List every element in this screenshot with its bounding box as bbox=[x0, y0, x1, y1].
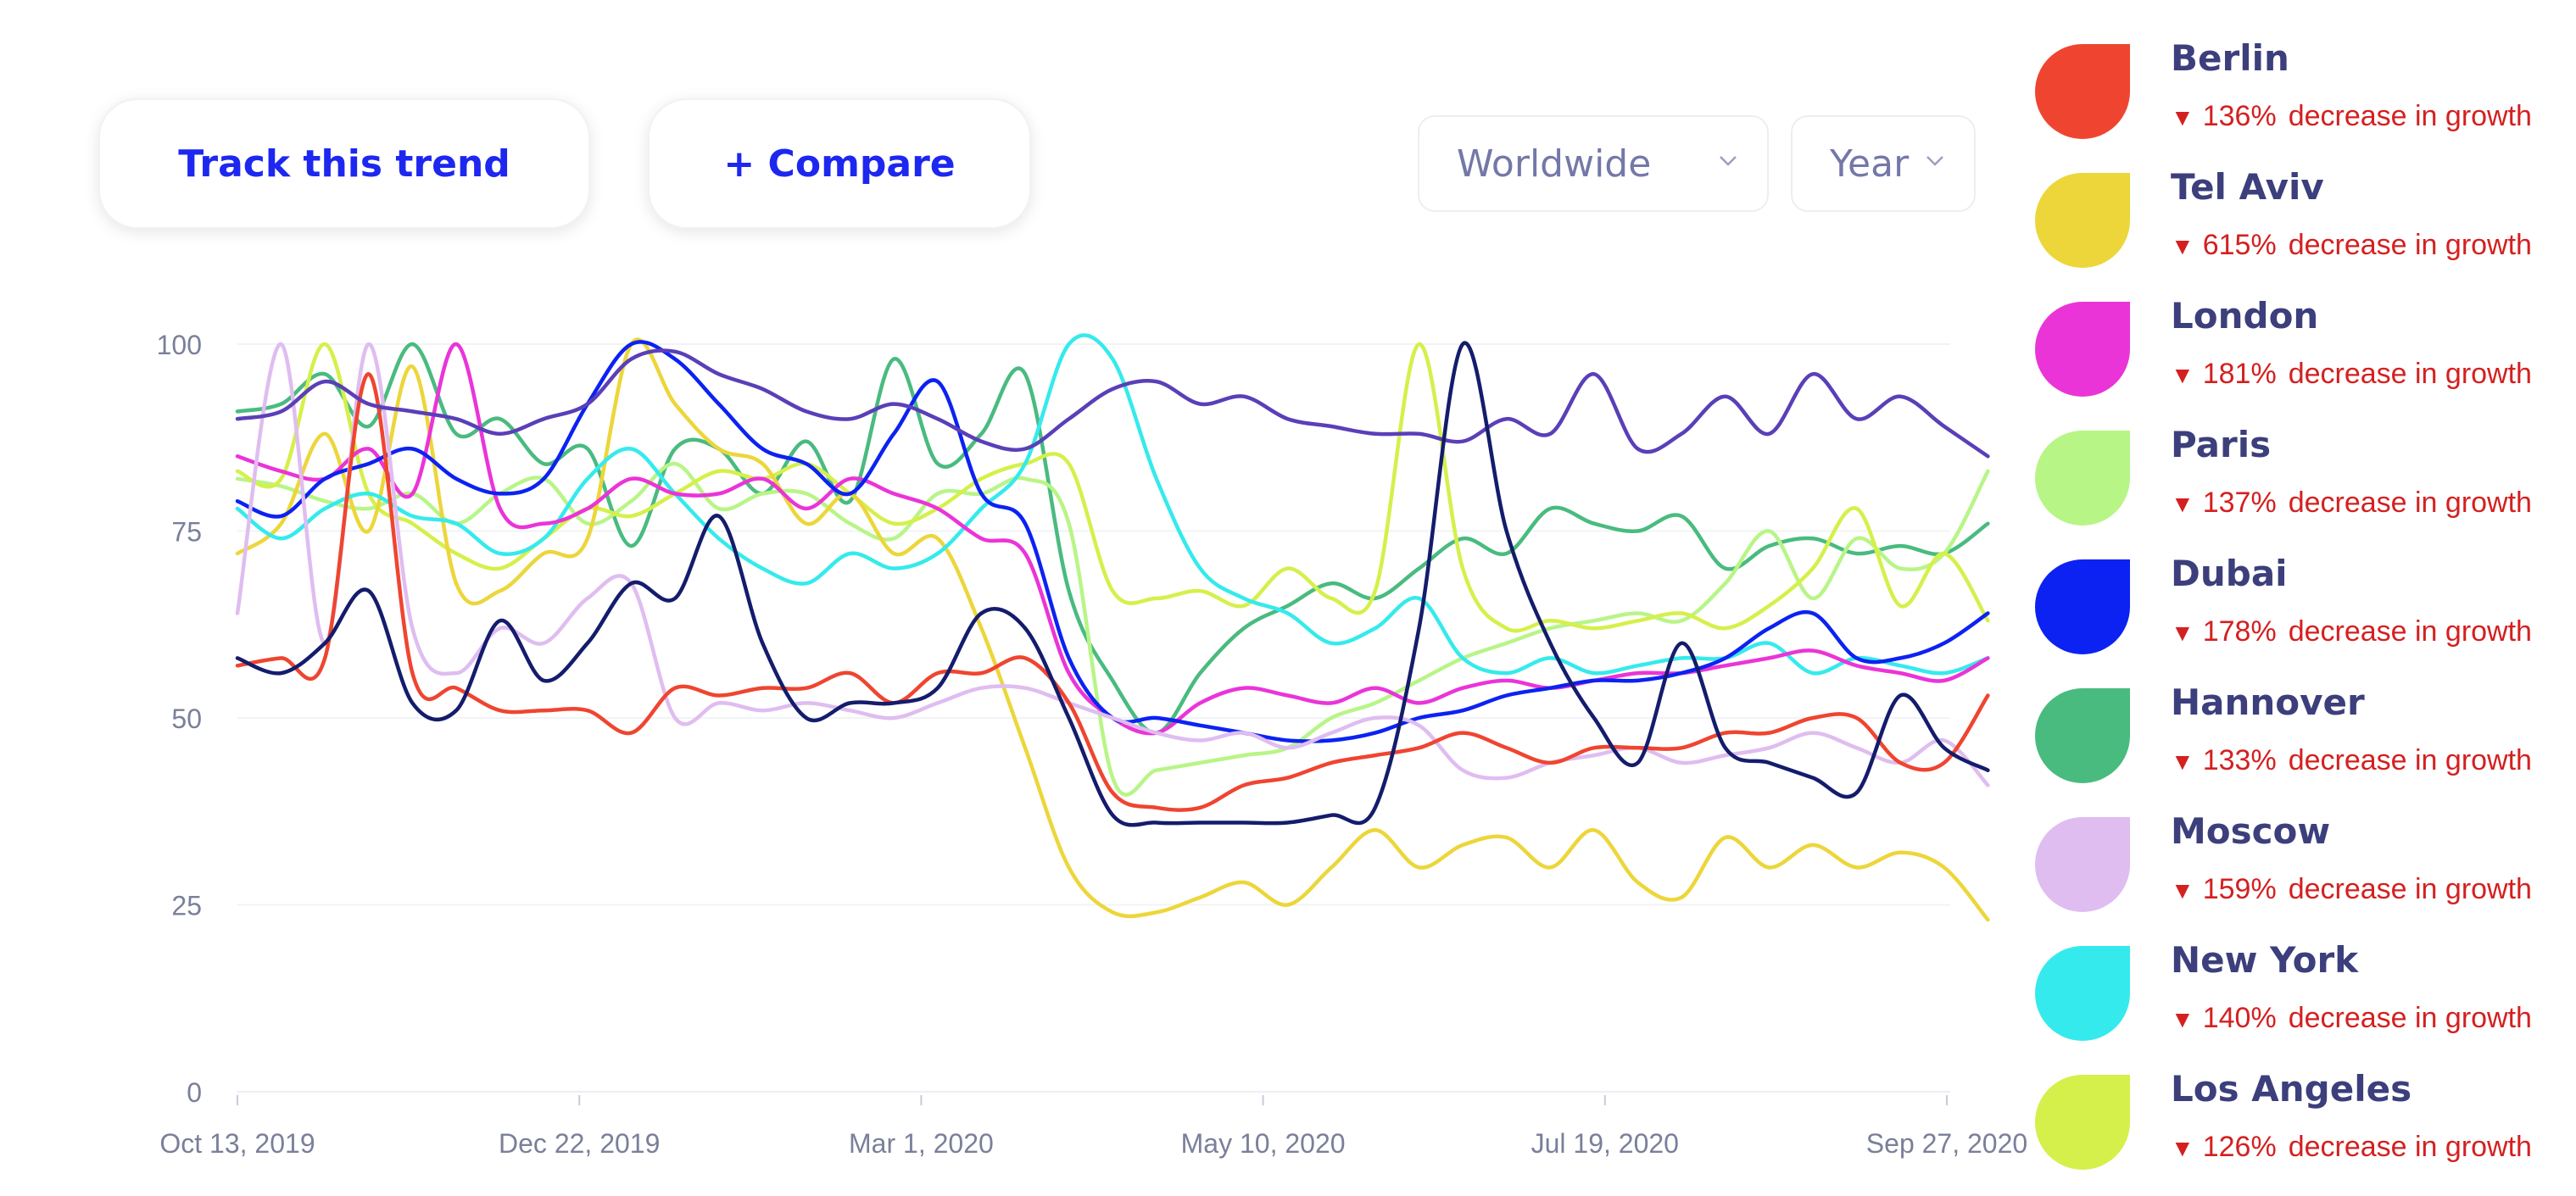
legend-percent: 137% bbox=[2202, 487, 2277, 519]
region-select[interactable]: Worldwide bbox=[1418, 115, 1769, 212]
y-tick-label: 50 bbox=[171, 704, 202, 734]
down-arrow-icon: ▼ bbox=[2171, 362, 2194, 388]
compare-button[interactable]: + Compare bbox=[648, 98, 1031, 229]
legend-swatch bbox=[2035, 1075, 2130, 1170]
down-arrow-icon: ▼ bbox=[2171, 233, 2194, 259]
legend-growth-text: decrease in growth bbox=[2288, 873, 2532, 905]
legend-swatch bbox=[2035, 302, 2130, 397]
x-tick-label: Dec 22, 2019 bbox=[499, 1128, 660, 1159]
legend-swatch bbox=[2035, 431, 2130, 526]
legend-city-name: Dubai bbox=[2171, 553, 2288, 594]
series-line-purple bbox=[235, 348, 1990, 459]
legend-percent: 159% bbox=[2202, 873, 2277, 905]
legend-city-name: London bbox=[2171, 295, 2319, 337]
track-trend-button[interactable]: Track this trend bbox=[98, 98, 590, 229]
legend-growth-text: decrease in growth bbox=[2288, 615, 2532, 648]
chevron-down-icon bbox=[1720, 156, 1737, 166]
legend-growth-text: decrease in growth bbox=[2288, 229, 2532, 261]
legend-percent: 133% bbox=[2202, 744, 2277, 776]
legend-city-name: Los Angeles bbox=[2171, 1068, 2412, 1110]
compare-label: + Compare bbox=[723, 142, 956, 186]
legend-item-berlin[interactable]: Berlin ▼ 136% decrease in growth bbox=[2035, 37, 2561, 163]
x-tick-label: May 10, 2020 bbox=[1181, 1128, 1346, 1159]
series-line-berlin bbox=[235, 372, 1990, 812]
legend-growth: ▼ 159% decrease in growth bbox=[2171, 873, 2532, 906]
legend-growth-text: decrease in growth bbox=[2288, 358, 2532, 390]
legend-growth-text: decrease in growth bbox=[2288, 1131, 2532, 1163]
series-line-hannover bbox=[235, 342, 1990, 735]
legend-percent: 181% bbox=[2202, 358, 2277, 390]
legend-growth: ▼ 178% decrease in growth bbox=[2171, 615, 2532, 648]
legend-city-name: Paris bbox=[2171, 424, 2272, 465]
legend-swatch bbox=[2035, 946, 2130, 1041]
legend-city-name: Hannover bbox=[2171, 681, 2365, 723]
series-line-dubai bbox=[235, 340, 1990, 743]
legend-growth: ▼ 140% decrease in growth bbox=[2171, 1002, 2532, 1035]
legend-swatch bbox=[2035, 44, 2130, 139]
down-arrow-icon: ▼ bbox=[2171, 104, 2194, 131]
legend-item-los-angeles[interactable]: Los Angeles ▼ 126% decrease in growth bbox=[2035, 1068, 2561, 1193]
region-value: Worldwide bbox=[1457, 142, 1652, 186]
legend-city-name: Moscow bbox=[2171, 810, 2331, 852]
x-tick-label: Sep 27, 2020 bbox=[1866, 1128, 2027, 1159]
legend-growth-text: decrease in growth bbox=[2288, 100, 2532, 132]
down-arrow-icon: ▼ bbox=[2171, 1135, 2194, 1161]
x-tick-label: Mar 1, 2020 bbox=[849, 1128, 994, 1159]
legend-percent: 615% bbox=[2202, 229, 2277, 261]
legend-item-new-york[interactable]: New York ▼ 140% decrease in growth bbox=[2035, 939, 2561, 1065]
legend-growth: ▼ 137% decrease in growth bbox=[2171, 487, 2532, 520]
series-line-moscow bbox=[235, 342, 1990, 787]
legend-item-dubai[interactable]: Dubai ▼ 178% decrease in growth bbox=[2035, 553, 2561, 678]
legend-item-london[interactable]: London ▼ 181% decrease in growth bbox=[2035, 295, 2561, 420]
legend-growth: ▼ 136% decrease in growth bbox=[2171, 100, 2532, 133]
down-arrow-icon: ▼ bbox=[2171, 748, 2194, 775]
legend-percent: 178% bbox=[2202, 615, 2277, 648]
legend-growth-text: decrease in growth bbox=[2288, 1002, 2532, 1034]
legend-percent: 140% bbox=[2202, 1002, 2277, 1034]
legend-growth: ▼ 133% decrease in growth bbox=[2171, 744, 2532, 777]
legend-item-paris[interactable]: Paris ▼ 137% decrease in growth bbox=[2035, 424, 2561, 549]
y-tick-label: 75 bbox=[171, 517, 202, 548]
series-line-new-york bbox=[235, 333, 1990, 676]
y-tick-label: 0 bbox=[187, 1077, 202, 1108]
legend-city-name: Berlin bbox=[2171, 37, 2289, 79]
legend-swatch bbox=[2035, 688, 2130, 783]
series-line-navy bbox=[235, 341, 1990, 827]
legend-growth-text: decrease in growth bbox=[2288, 744, 2532, 776]
y-tick-label: 100 bbox=[157, 330, 202, 360]
legend-growth: ▼ 181% decrease in growth bbox=[2171, 358, 2532, 391]
series-line-los-angeles bbox=[235, 342, 1990, 633]
period-select[interactable]: Year bbox=[1791, 115, 1976, 212]
legend-growth: ▼ 126% decrease in growth bbox=[2171, 1131, 2532, 1164]
chevron-down-icon bbox=[1926, 156, 1943, 166]
series-line-london bbox=[235, 342, 1990, 736]
legend-growth: ▼ 615% decrease in growth bbox=[2171, 229, 2532, 262]
y-tick-label: 25 bbox=[171, 891, 202, 921]
legend-growth-text: decrease in growth bbox=[2288, 487, 2532, 519]
legend-city-name: New York bbox=[2171, 939, 2359, 981]
series-line-tel-aviv bbox=[235, 337, 1990, 922]
legend-item-hannover[interactable]: Hannover ▼ 133% decrease in growth bbox=[2035, 681, 2561, 807]
x-tick-label: Oct 13, 2019 bbox=[159, 1128, 315, 1159]
down-arrow-icon: ▼ bbox=[2171, 877, 2194, 904]
down-arrow-icon: ▼ bbox=[2171, 491, 2194, 517]
legend-city-name: Tel Aviv bbox=[2171, 166, 2324, 208]
legend-swatch bbox=[2035, 559, 2130, 654]
legend-percent: 136% bbox=[2202, 100, 2277, 132]
down-arrow-icon: ▼ bbox=[2171, 620, 2194, 646]
trend-line-chart: 0 25 50 75 100 Oct 13, 2019 Dec 22, 2019 Mar 1,… bbox=[157, 330, 2028, 1159]
legend-percent: 126% bbox=[2202, 1131, 2277, 1163]
x-tick-label: Jul 19, 2020 bbox=[1531, 1128, 1679, 1159]
legend-item-tel-aviv[interactable]: Tel Aviv ▼ 615% decrease in growth bbox=[2035, 166, 2561, 292]
legend-swatch bbox=[2035, 173, 2130, 268]
period-value: Year bbox=[1830, 142, 1910, 186]
legend-item-moscow[interactable]: Moscow ▼ 159% decrease in growth bbox=[2035, 810, 2561, 936]
legend-swatch bbox=[2035, 817, 2130, 912]
track-trend-label: Track this trend bbox=[178, 142, 510, 186]
down-arrow-icon: ▼ bbox=[2171, 1006, 2194, 1032]
